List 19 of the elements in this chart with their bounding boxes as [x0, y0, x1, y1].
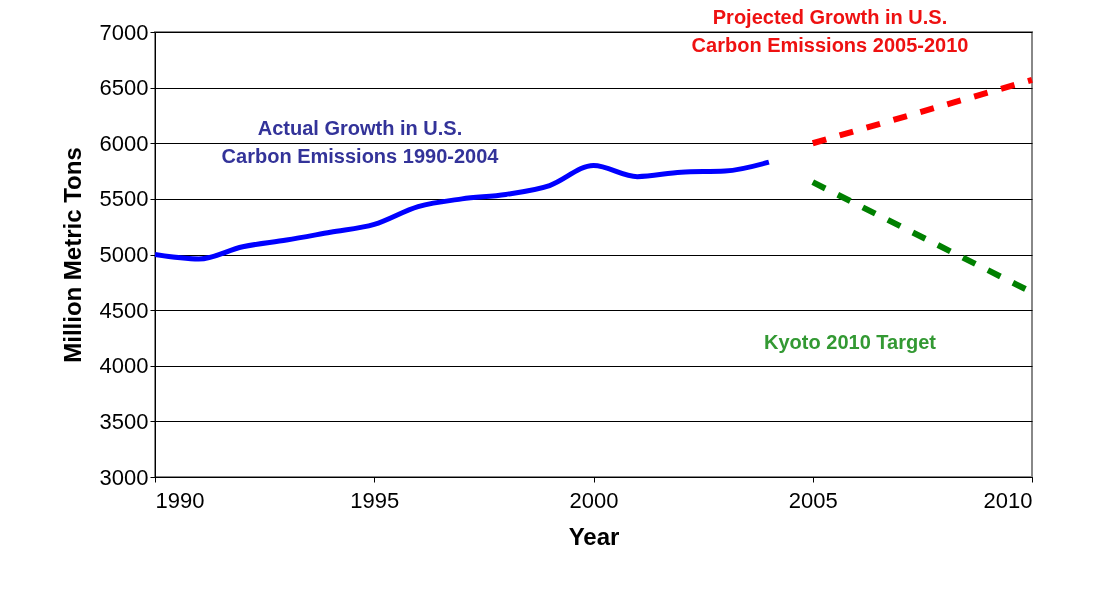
x-tick-label: 1995	[350, 487, 400, 513]
y-tick-label: 6000	[99, 130, 149, 156]
y-tick-label: 3500	[99, 408, 149, 434]
y-axis-title: Million Metric Tons	[58, 147, 86, 363]
annotation: Projected Growth in U.S. Carbon Emissions 2005-2010	[691, 6, 969, 56]
y-tick-label: 5000	[99, 242, 149, 267]
x-tick-label: 2010	[983, 487, 1033, 513]
y-tick-label: 5500	[99, 186, 149, 212]
y-tick-label: 4500	[99, 297, 149, 323]
x-tick-label: 2005	[788, 487, 838, 513]
x-axis-title: Year	[568, 522, 620, 550]
annotation: Actual Growth in U.S. Carbon Emissions 1990-2004	[221, 117, 500, 167]
y-tick-label: 4000	[99, 353, 149, 379]
y-tick-label: 6500	[99, 75, 149, 101]
x-tick-label: 1990	[155, 487, 205, 513]
annotation: Kyoto 2010 Target	[764, 331, 937, 353]
x-tick-label: 2000	[569, 487, 619, 513]
y-tick-label: 7000	[99, 19, 149, 45]
y-tick-label: 3000	[99, 464, 149, 490]
